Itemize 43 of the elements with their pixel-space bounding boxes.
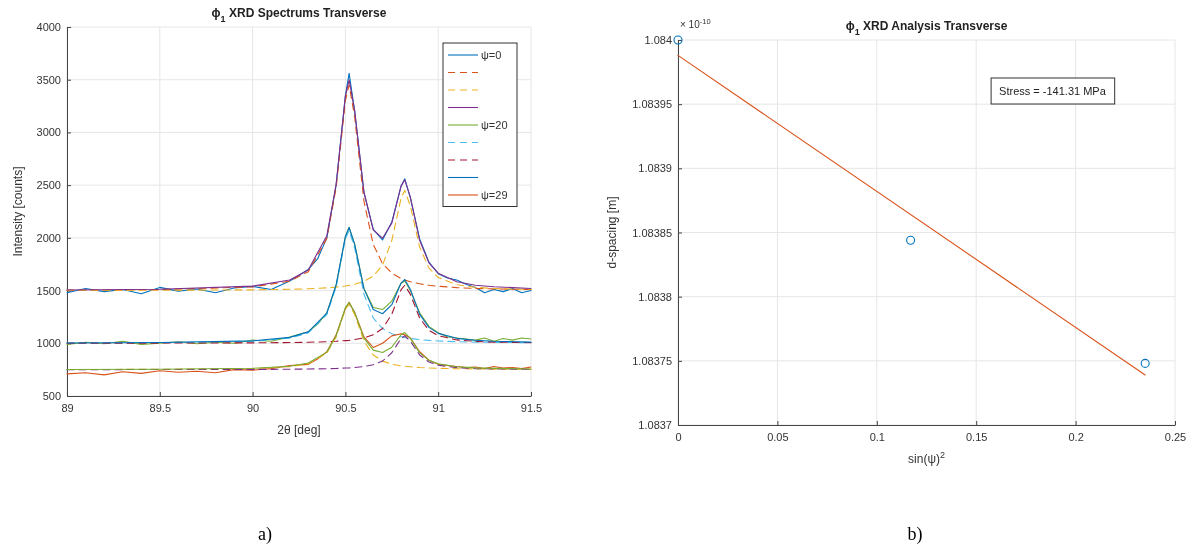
x-tick-label: 91	[432, 401, 445, 414]
y-tick-label: 3500	[36, 73, 61, 86]
x-tick-label: 89.5	[149, 401, 172, 414]
y-tick-label: 2000	[36, 231, 61, 244]
y-tick-label: 1.08375	[632, 354, 672, 367]
text: × 10$^{-10}$	[680, 16, 711, 30]
y-tick-label: 1500	[36, 284, 61, 297]
point	[906, 235, 916, 245]
x-tick-label: 0.25	[1164, 430, 1187, 443]
x-tick-label: 90	[246, 401, 260, 414]
point	[1140, 358, 1150, 368]
text: a)	[258, 524, 272, 545]
y-tick-label: 1000	[36, 337, 61, 350]
x-tick-label: 91.5	[520, 401, 543, 414]
x-axis-title: 2θ [deg]	[277, 423, 321, 437]
x-tick-label: 89	[61, 401, 74, 414]
legend-label: ψ=29	[481, 189, 508, 201]
x-tick-label: 0.2	[1068, 430, 1084, 443]
y-tick-label: 1.084	[644, 34, 672, 47]
y-tick-label: 1.08395	[632, 98, 672, 111]
y-tick-label: 1.0838	[638, 290, 672, 303]
y-tick-label: 1.0839	[638, 162, 672, 175]
point	[673, 35, 683, 45]
chart-title: ϕ$_{1}$ XRD Analysis Transverse	[845, 19, 1008, 37]
y-tick-label: 4000	[36, 21, 61, 34]
legend-label: ψ=20	[481, 119, 508, 131]
x-tick-label: 0.15	[965, 430, 988, 443]
y-tick-label: 3000	[36, 126, 61, 139]
y-axis-title: d-spacing [m]	[605, 196, 619, 269]
x-axis-title: sin(ψ)$^{2}$	[908, 450, 945, 466]
y-axis-title: Intensity [counts]	[11, 166, 25, 257]
y-tick-label: 1.0837	[638, 419, 672, 432]
y-tick-label: 2500	[36, 179, 61, 192]
x-tick-label: 0.05	[767, 430, 789, 443]
chart-title: ϕ$_{1}$ XRD Spectrums Transverse	[211, 6, 387, 24]
text: b)	[907, 524, 923, 545]
x-tick-label: 0	[675, 430, 682, 443]
y-tick-label: 1.08385	[632, 226, 672, 239]
legend-label: ψ=0	[481, 49, 502, 61]
x-tick-label: 90.5	[335, 401, 357, 414]
x-tick-label: 0.1	[869, 430, 885, 443]
y-tick-label: 500	[42, 390, 61, 403]
annotation: Stress = -141.31 MPa	[999, 85, 1107, 97]
